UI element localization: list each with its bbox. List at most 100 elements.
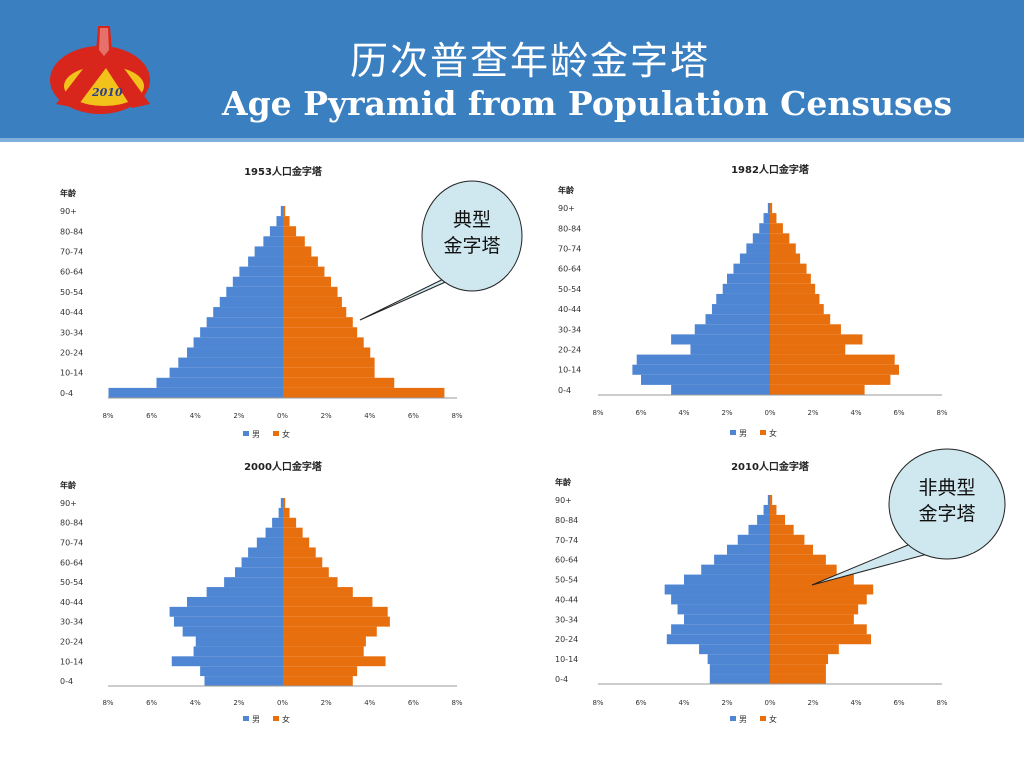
bar-male bbox=[265, 527, 283, 538]
bar-female bbox=[770, 374, 891, 385]
header-divider bbox=[0, 138, 1024, 142]
x-tick-label: 6% bbox=[408, 699, 419, 707]
y-tick-label: 50-54 bbox=[60, 578, 83, 587]
bar-female bbox=[770, 524, 794, 535]
legend-swatch-female bbox=[760, 716, 766, 721]
bar-male bbox=[733, 263, 770, 274]
y-tick-label: 80-84 bbox=[60, 519, 83, 528]
y-axis-label: 年龄 bbox=[60, 480, 77, 490]
bar-female bbox=[770, 534, 805, 545]
bar-male bbox=[636, 354, 770, 365]
bar-female bbox=[770, 384, 865, 395]
y-axis-label: 年龄 bbox=[60, 188, 77, 198]
bar-female bbox=[283, 626, 377, 637]
legend-swatch-male bbox=[243, 431, 249, 436]
bar-male bbox=[226, 286, 283, 297]
y-tick-label: 0-4 bbox=[60, 389, 73, 398]
bar-female bbox=[283, 636, 366, 647]
bar-female bbox=[283, 596, 373, 607]
header-banner bbox=[0, 0, 1024, 138]
bar-female bbox=[770, 674, 826, 684]
bar-male bbox=[224, 577, 283, 588]
bar-female bbox=[770, 614, 854, 625]
bar-female bbox=[770, 664, 826, 675]
bar-male bbox=[239, 266, 283, 277]
bar-female bbox=[283, 567, 329, 578]
bar-female bbox=[283, 616, 390, 627]
bar-female bbox=[770, 273, 811, 284]
legend-swatch-female bbox=[273, 431, 279, 436]
bar-female bbox=[283, 276, 331, 287]
bar-male bbox=[671, 334, 770, 345]
x-tick-label: 4% bbox=[678, 699, 689, 707]
bar-male bbox=[254, 246, 283, 257]
x-tick-label: 6% bbox=[635, 409, 646, 417]
bar-male bbox=[684, 614, 770, 625]
x-tick-label: 0% bbox=[277, 412, 288, 420]
bar-female bbox=[770, 253, 801, 264]
y-tick-label: 30-34 bbox=[60, 328, 83, 337]
x-tick-label: 6% bbox=[146, 412, 157, 420]
bar-male bbox=[711, 304, 770, 315]
bar-male bbox=[182, 626, 283, 637]
bar-female bbox=[770, 283, 816, 294]
x-tick-label: 8% bbox=[451, 412, 462, 420]
callout-text: 金字塔 bbox=[918, 503, 975, 525]
x-tick-label: 2% bbox=[807, 699, 818, 707]
bar-male bbox=[193, 337, 283, 348]
chart-title: 1982人口金字塔 bbox=[731, 163, 810, 176]
x-tick-label: 4% bbox=[850, 699, 861, 707]
x-tick-label: 2% bbox=[321, 412, 332, 420]
x-tick-label: 6% bbox=[635, 699, 646, 707]
bar-male bbox=[169, 367, 283, 378]
bar-female bbox=[283, 377, 395, 388]
bar-female bbox=[770, 243, 796, 254]
bar-male bbox=[235, 567, 283, 578]
bar-female bbox=[770, 344, 846, 355]
bar-female bbox=[283, 256, 318, 267]
bar-male bbox=[716, 293, 770, 305]
legend-label-female: 女 bbox=[769, 428, 777, 438]
bar-female bbox=[770, 544, 813, 555]
x-tick-label: 4% bbox=[190, 699, 201, 707]
legend-swatch-female bbox=[760, 430, 766, 435]
bar-male bbox=[746, 243, 770, 254]
chart-title: 2000人口金字塔 bbox=[244, 460, 323, 473]
callout-text: 典型 bbox=[453, 209, 491, 231]
bar-female bbox=[283, 347, 371, 358]
bar-male bbox=[195, 636, 283, 647]
bar-female bbox=[770, 263, 807, 274]
bar-female bbox=[283, 206, 286, 217]
y-tick-label: 40-44 bbox=[60, 598, 83, 607]
bar-male bbox=[193, 646, 283, 657]
x-tick-label: 8% bbox=[592, 699, 603, 707]
x-tick-label: 8% bbox=[936, 699, 947, 707]
bar-male bbox=[671, 594, 770, 605]
bar-female bbox=[770, 364, 899, 375]
bar-male bbox=[752, 233, 770, 244]
bar-male bbox=[232, 276, 283, 287]
bar-female bbox=[283, 317, 353, 328]
y-tick-label: 80-84 bbox=[558, 224, 581, 233]
bar-male bbox=[173, 616, 283, 627]
bar-female bbox=[283, 498, 286, 508]
bar-female bbox=[283, 517, 297, 528]
bar-male bbox=[709, 674, 770, 684]
legend-swatch-male bbox=[730, 716, 736, 721]
x-tick-label: 4% bbox=[364, 699, 375, 707]
legend-label-male: 男 bbox=[252, 715, 260, 724]
bar-female bbox=[283, 577, 338, 588]
bar-female bbox=[770, 644, 839, 655]
callout-bubble bbox=[421, 180, 523, 292]
chart-title: 1953人口金字塔 bbox=[244, 165, 323, 178]
bar-male bbox=[641, 374, 770, 385]
callout-text: 非典型 bbox=[918, 477, 975, 499]
bar-female bbox=[283, 246, 312, 257]
bar-female bbox=[770, 584, 874, 595]
bar-female bbox=[283, 327, 358, 338]
y-axis-label: 年龄 bbox=[555, 477, 572, 487]
